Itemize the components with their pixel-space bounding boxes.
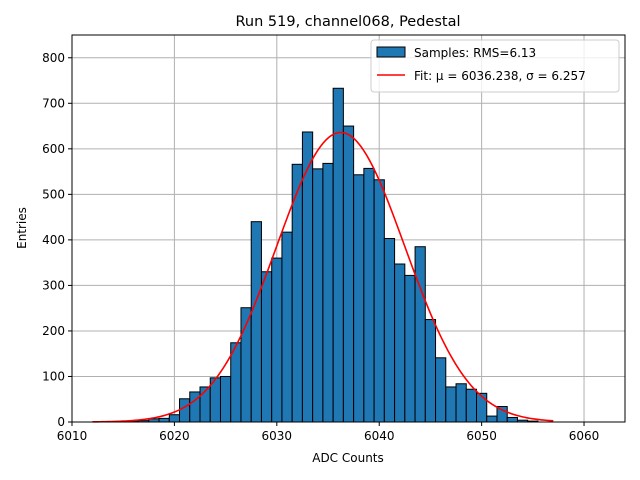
histogram-bar — [373, 179, 385, 423]
histogram-bar — [179, 398, 191, 423]
y-tick-label: 400 — [42, 233, 65, 247]
histogram-bar — [230, 342, 242, 423]
histogram-bar — [455, 383, 467, 423]
histogram-bar — [424, 319, 437, 423]
x-axis-ticks: 6010 6020 6030 6040 6050 6060 — [57, 422, 600, 443]
y-axis-label: Entries — [15, 207, 29, 249]
histogram-bar — [476, 392, 488, 423]
histogram-bar — [342, 125, 355, 423]
histogram-bar — [486, 415, 498, 423]
y-tick-label: 300 — [42, 278, 65, 292]
histogram-bar — [383, 238, 396, 423]
x-tick-label: 6050 — [466, 429, 497, 443]
histogram-bar — [291, 163, 303, 423]
legend-box — [370, 39, 620, 93]
gaussian-fit-line — [92, 131, 554, 423]
histogram-bar — [322, 162, 334, 423]
x-tick-label: 6030 — [262, 429, 293, 443]
y-tick-label: 700 — [42, 96, 65, 110]
histogram-bars — [127, 87, 539, 423]
y-axis-ticks: 0 100 200 300 400 500 600 700 800 — [42, 51, 72, 429]
histogram-bar — [250, 221, 262, 423]
histogram-bar — [465, 388, 478, 423]
chart-title: Run 519, channel068, Pedestal — [235, 14, 460, 30]
legend-label-samples: Samples: RMS=6.13 — [414, 46, 536, 60]
histogram-bar — [363, 167, 375, 423]
legend-swatch-samples — [376, 46, 406, 58]
y-tick-label: 0 — [57, 415, 65, 429]
histogram-bar — [332, 87, 344, 423]
y-tick-label: 500 — [42, 187, 65, 201]
y-tick-label: 200 — [42, 324, 65, 338]
y-tick-label: 600 — [42, 142, 65, 156]
legend: Samples: RMS=6.13 Fit: μ = 6036.238, σ =… — [370, 39, 620, 93]
legend-label-fit: Fit: μ = 6036.238, σ = 6.257 — [414, 69, 586, 83]
y-tick-label: 100 — [42, 369, 65, 383]
histogram-bar — [281, 231, 293, 423]
plot-frame — [71, 34, 626, 423]
x-axis-label: ADC Counts — [312, 451, 384, 465]
histogram-bar — [506, 416, 518, 423]
x-tick-label: 6060 — [569, 429, 600, 443]
histogram-bar — [219, 375, 232, 423]
x-tick-label: 6040 — [364, 429, 395, 443]
histogram-bar — [445, 386, 457, 423]
histogram-bar — [353, 174, 365, 423]
histogram-bar — [271, 257, 283, 423]
x-tick-label: 6020 — [159, 429, 190, 443]
histogram-bar — [158, 417, 170, 423]
x-tick-label: 6010 — [57, 429, 88, 443]
y-tick-label: 800 — [42, 51, 65, 65]
histogram-bar — [260, 271, 273, 423]
histogram-bar — [404, 274, 416, 423]
histogram-bar — [394, 263, 406, 423]
histogram-bar — [435, 357, 447, 423]
histogram-bar — [312, 168, 324, 423]
histogram-bar — [414, 246, 426, 423]
histogram-bar — [168, 414, 181, 423]
